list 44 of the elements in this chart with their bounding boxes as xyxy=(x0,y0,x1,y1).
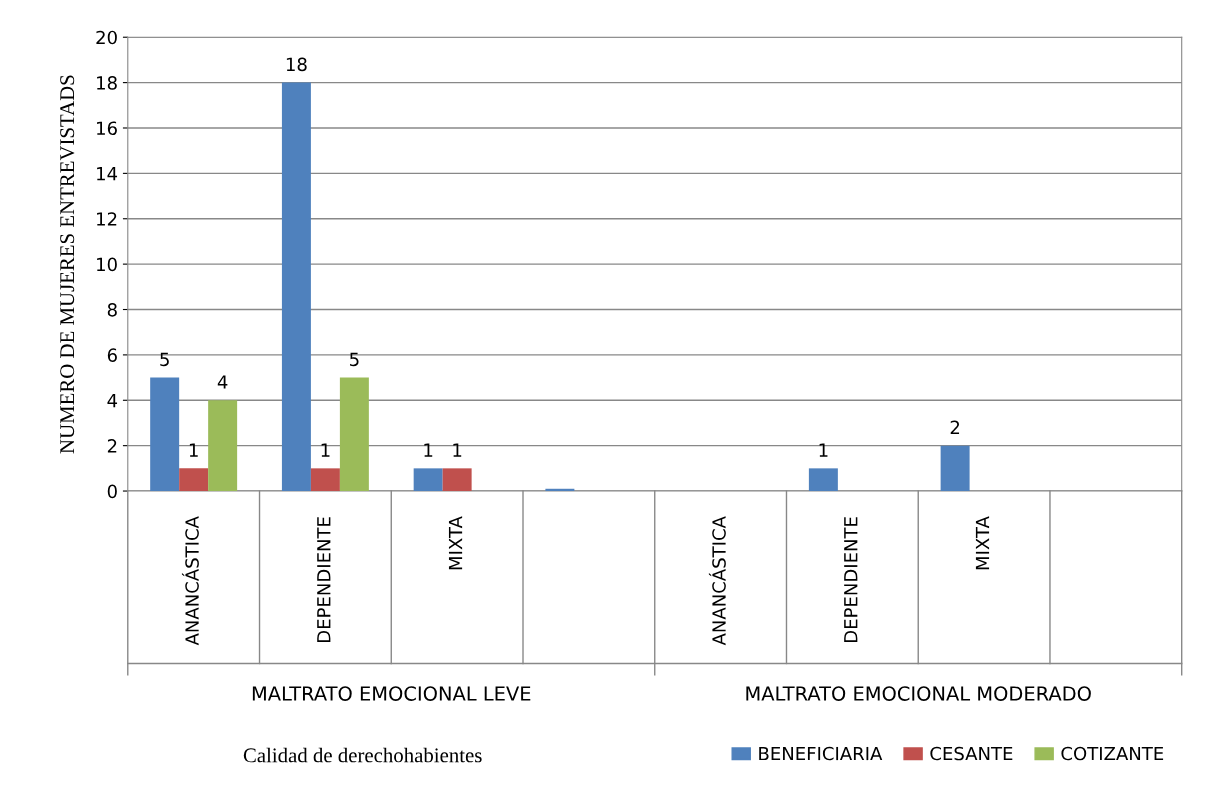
bar xyxy=(281,82,311,492)
y-tick-label: 12 xyxy=(97,212,117,226)
text: MALTRATO EMOCIONAL MODERADO xyxy=(746,686,1091,701)
data-label: 1 xyxy=(453,443,462,457)
bar xyxy=(208,400,238,492)
y-tick-label: 0 xyxy=(107,484,117,499)
bar xyxy=(413,468,443,492)
bar xyxy=(339,377,369,492)
bar xyxy=(442,468,472,492)
y-tick-label: 18 xyxy=(97,76,117,90)
data-label: 18 xyxy=(286,57,307,72)
x-tick-label: DEPENDIENTE xyxy=(844,517,858,642)
y-tick-label: 20 xyxy=(96,30,117,45)
legend-title: Calidad de derechohabientes xyxy=(243,747,482,763)
legend-label: CESANTE xyxy=(930,746,1013,761)
x-tick-label: MIXTA xyxy=(975,516,990,570)
y-tick-label: 2 xyxy=(107,439,117,453)
x-tick-label: MIXTA xyxy=(448,516,463,570)
data-label: 4 xyxy=(217,375,228,389)
legend-label: BENEFICIARIA xyxy=(759,746,883,761)
x-tick-label: ANANCÁSTICA xyxy=(181,516,199,646)
data-label: 1 xyxy=(189,443,198,457)
data-label: 2 xyxy=(950,420,960,434)
data-label: 5 xyxy=(350,352,359,367)
data-label: 1 xyxy=(819,443,828,457)
y-axis-title: NUMERO DE MUJERES ENTREVISTADS xyxy=(60,75,75,454)
bar xyxy=(179,468,209,492)
data-label: 5 xyxy=(160,352,169,367)
y-tick-label: 8 xyxy=(107,302,117,317)
y-tick-label: 6 xyxy=(107,348,117,363)
bar xyxy=(150,377,180,492)
data-label: 1 xyxy=(424,443,433,457)
y-tick-label: 4 xyxy=(107,393,118,408)
x-tick-label: DEPENDIENTE xyxy=(317,517,331,642)
y-tick-label: 10 xyxy=(97,257,117,272)
x-tick-label: ANANCÁSTICA xyxy=(708,516,726,646)
y-tick-label: 16 xyxy=(97,121,117,136)
data-label: 1 xyxy=(321,443,330,457)
bar xyxy=(310,468,340,492)
bar xyxy=(808,468,838,492)
text: MALTRATO EMOCIONAL LEVE xyxy=(252,686,531,701)
bar xyxy=(940,445,970,492)
legend-label: COTIZANTE xyxy=(1061,746,1164,761)
y-tick-label: 14 xyxy=(97,167,118,181)
